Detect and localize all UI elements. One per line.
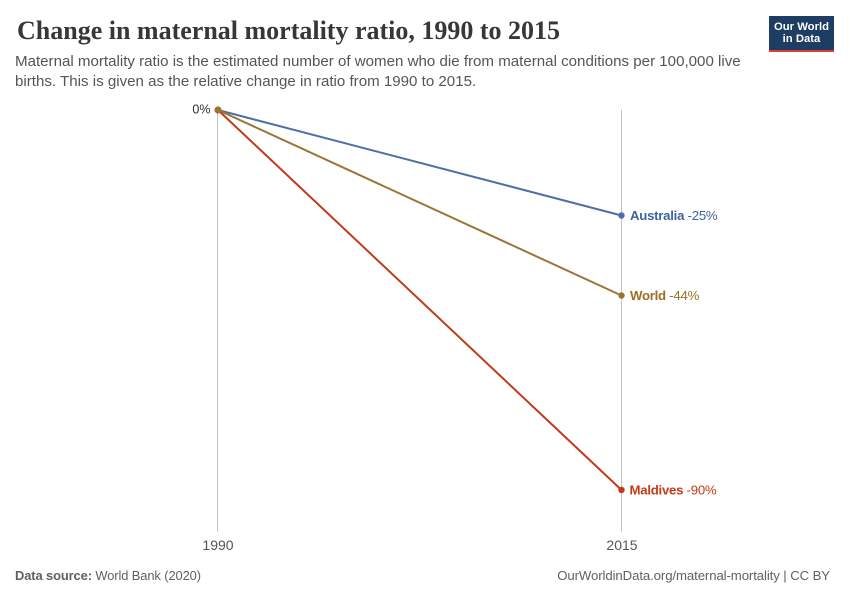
svg-text:1990: 1990 [202, 537, 233, 553]
svg-text:0%: 0% [192, 103, 210, 117]
svg-text:Australia -25%: Australia -25% [630, 208, 718, 223]
svg-text:World -44%: World -44% [630, 288, 700, 303]
svg-text:2015: 2015 [606, 537, 637, 553]
svg-text:Maldives -90%: Maldives -90% [630, 483, 717, 498]
